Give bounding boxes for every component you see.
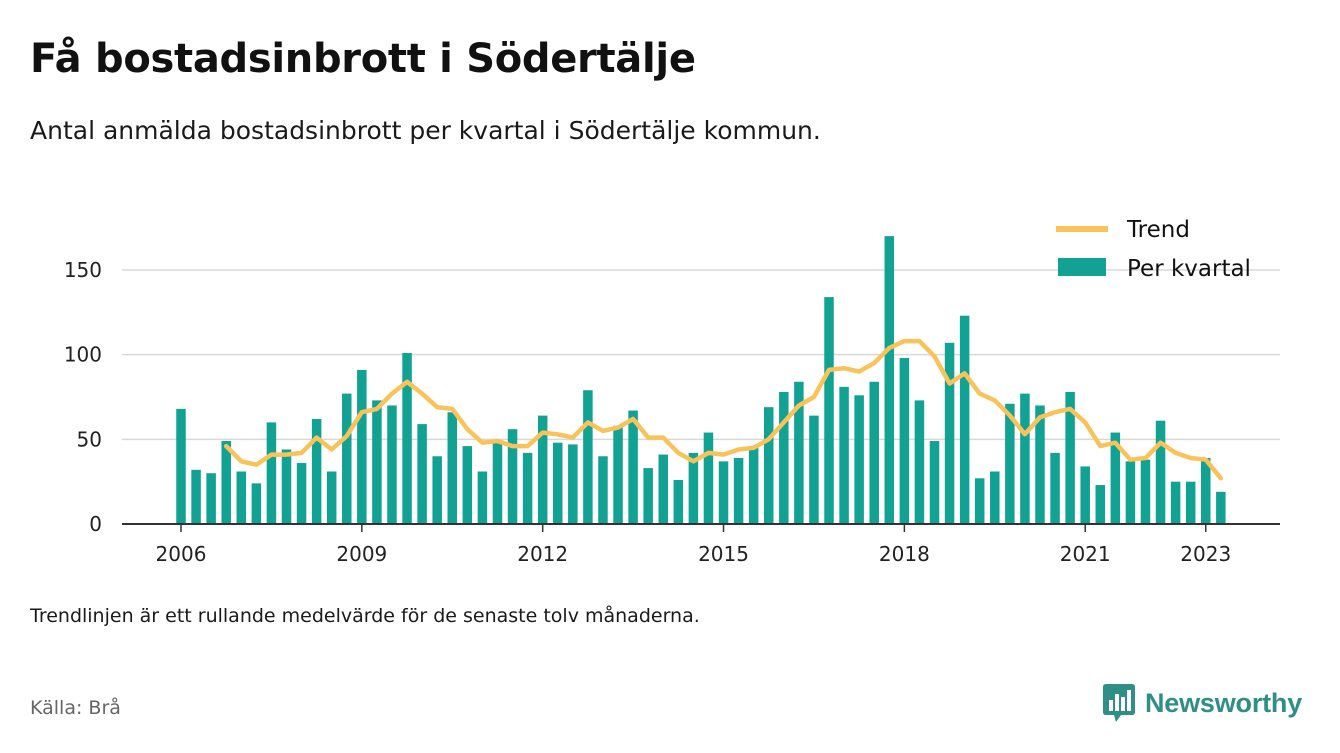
- x-tick-label: 2015: [698, 542, 749, 566]
- y-tick-label: 100: [64, 343, 102, 367]
- bar: [1020, 393, 1030, 524]
- bar: [568, 444, 578, 524]
- bar: [281, 449, 292, 524]
- bar: [628, 410, 638, 524]
- bar: [809, 415, 819, 524]
- source-label: Källa: Brå: [30, 697, 121, 719]
- x-tick-label: 2018: [879, 542, 930, 566]
- bar-chart-icon: [1103, 684, 1135, 722]
- axes: 0 50 100 150 2006 2009 2012 2015 2018 2021 2023: [64, 258, 1280, 566]
- bar: [794, 381, 804, 524]
- bar: [326, 471, 337, 524]
- bar: [1140, 459, 1151, 524]
- bar: [1005, 403, 1015, 524]
- bar: [944, 342, 955, 524]
- bar: [553, 442, 563, 524]
- page-title: Få bostadsinbrott i Södertälje: [30, 36, 696, 82]
- trend-series: [223, 338, 1224, 481]
- x-tick-label: 2012: [517, 542, 568, 566]
- bar: [613, 425, 623, 524]
- bar: [266, 422, 277, 524]
- bar: [342, 393, 352, 524]
- bar: [537, 415, 548, 524]
- bar: [839, 386, 849, 524]
- bar: [899, 358, 910, 524]
- bar: [311, 419, 322, 524]
- bar: [477, 471, 488, 524]
- bar: [1155, 420, 1166, 524]
- bar: [1201, 457, 1211, 524]
- bar: [658, 454, 668, 524]
- bar: [417, 424, 427, 524]
- bar: [1125, 461, 1136, 524]
- bar: [251, 483, 262, 524]
- legend: Trend Per kvartal: [1056, 217, 1251, 282]
- bar: [1080, 466, 1090, 524]
- bar: [432, 456, 442, 524]
- bar: [854, 395, 864, 524]
- bar: [1095, 485, 1106, 524]
- bar: [583, 390, 593, 524]
- bar: [372, 400, 382, 524]
- bar: [990, 471, 1000, 524]
- bar: [779, 391, 789, 524]
- x-tick-label: 2023: [1180, 542, 1231, 566]
- bar: [748, 446, 759, 524]
- legend-bar-label: Per kvartal: [1127, 256, 1251, 282]
- bar: [703, 432, 714, 524]
- bar: [718, 461, 729, 524]
- legend-bar-swatch: [1058, 258, 1106, 276]
- trend-line: [223, 338, 1224, 481]
- bar: [598, 456, 608, 524]
- bar: [357, 369, 367, 524]
- bar: [191, 469, 201, 524]
- bar: [1050, 452, 1060, 524]
- bar: [492, 442, 503, 524]
- x-tick-label: 2006: [156, 542, 207, 566]
- bar: [221, 441, 231, 524]
- bar: [1110, 432, 1121, 524]
- chart-subtitle: Antal anmälda bostadsinbrott per kvartal…: [30, 116, 821, 145]
- gridlines: [122, 269, 1280, 441]
- bar: [387, 405, 397, 524]
- bar: [673, 479, 684, 524]
- bar: [959, 315, 970, 524]
- bar: [1065, 391, 1075, 524]
- trend-footnote: Trendlinjen är ett rullande medelvärde f…: [30, 605, 700, 627]
- chart: 0 50 100 150 2006 2009 2012 2015 2018 2021 2023 Tr…: [64, 217, 1280, 566]
- x-tick-label: 2009: [336, 542, 387, 566]
- bar: [869, 381, 879, 524]
- bar: [929, 441, 940, 524]
- bar: [447, 412, 458, 524]
- bar: [763, 407, 774, 524]
- bar: [1185, 481, 1196, 524]
- bar: [206, 473, 216, 524]
- bar: [1170, 481, 1181, 524]
- bar: [824, 297, 834, 524]
- bar: [522, 452, 533, 524]
- y-tick-label: 50: [77, 427, 102, 451]
- bar: [1035, 405, 1045, 524]
- x-tick-label: 2021: [1060, 542, 1111, 566]
- bar: [884, 236, 895, 524]
- bar: [914, 400, 925, 524]
- bar-series: [176, 236, 1226, 524]
- y-tick-label: 0: [89, 512, 102, 536]
- bar: [402, 352, 412, 524]
- brand-name: Newsworthy: [1145, 687, 1303, 718]
- y-tick-label: 150: [64, 258, 102, 282]
- bar: [176, 408, 186, 524]
- bar: [236, 471, 247, 524]
- bar: [974, 478, 985, 524]
- bar: [643, 468, 653, 524]
- legend-trend-label: Trend: [1126, 217, 1190, 243]
- bar: [733, 457, 744, 524]
- bar: [1216, 491, 1226, 524]
- brand-logo[interactable]: Newsworthy: [1102, 682, 1302, 724]
- bar: [462, 446, 473, 524]
- bar: [688, 452, 699, 524]
- bar: [296, 463, 307, 524]
- bar: [507, 429, 518, 524]
